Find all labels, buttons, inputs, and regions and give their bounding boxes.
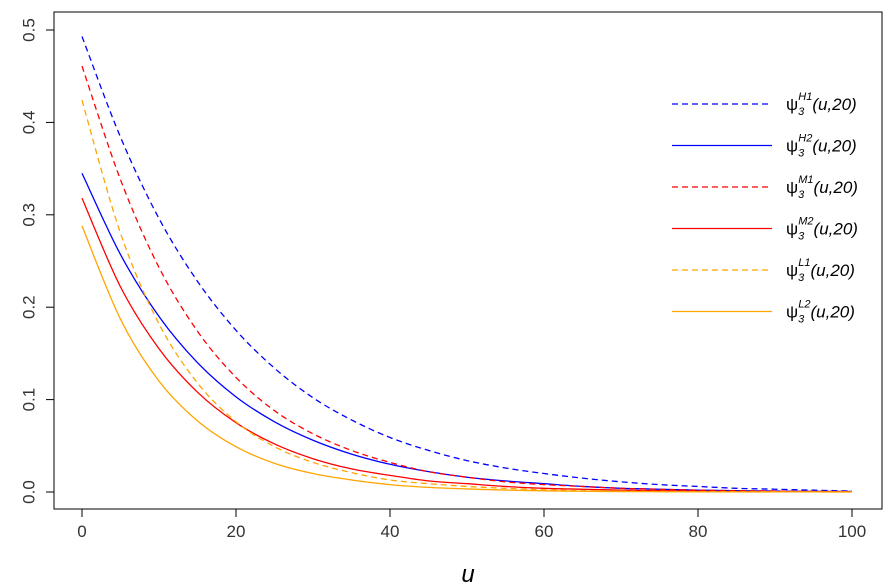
legend-argument: (u,20) — [814, 220, 858, 239]
legend-symbol: ψ — [786, 220, 798, 239]
legend-superscript: H2 — [798, 133, 812, 145]
legend-label: ψ3 L2(u,20) — [786, 299, 855, 326]
legend-label: ψ3 H2(u,20) — [786, 133, 857, 160]
x-tick-label: 80 — [689, 522, 708, 541]
legend-superscript: L2 — [798, 299, 810, 311]
legend-superscript: M2 — [798, 216, 813, 228]
y-axis: 0.0 0.1 0.2 0.3 0.4 0.5 — [19, 18, 54, 504]
legend-label: ψ3 M1(u,20) — [786, 174, 858, 201]
legend-subscript: 3 — [798, 272, 805, 284]
legend-subscript: 3 — [798, 314, 805, 326]
legend-argument: (u,20) — [812, 95, 856, 114]
legend-symbol: ψ — [786, 95, 798, 114]
y-tick-label: 0.5 — [19, 18, 38, 42]
legend-subscript: 3 — [798, 106, 805, 118]
legend-subscript: 3 — [798, 189, 805, 201]
plot-frame — [53, 11, 883, 510]
x-tick-label: 0 — [77, 522, 86, 541]
legend-argument: (u,20) — [811, 261, 855, 280]
x-axis: 0 20 40 60 80 100 — [77, 509, 866, 541]
series-line-2 — [81, 172, 853, 493]
series-line-5 — [81, 100, 853, 493]
legend-superscript: H1 — [798, 91, 812, 103]
legend-label: ψ3 H1(u,20) — [786, 91, 857, 118]
legend-symbol: ψ — [786, 303, 798, 322]
legend-item: ψ3 M2(u,20) — [672, 216, 858, 243]
y-tick-label: 0.0 — [19, 480, 38, 504]
series-line-3 — [81, 65, 853, 493]
legend-subscript: 3 — [798, 148, 805, 160]
x-axis-label: u — [461, 561, 474, 588]
series-line-4 — [81, 197, 853, 493]
x-tick-label: 20 — [227, 522, 246, 541]
legend-label: ψ3 M2(u,20) — [786, 216, 858, 243]
series-line-1 — [81, 36, 853, 492]
legend: ψ3H1(u,20)ψ3H2(u,20)ψ3M1(u,20)ψ3M2(u,20)… — [672, 91, 858, 326]
legend-label: ψ3 L1(u,20) — [786, 257, 855, 284]
y-tick-label: 0.4 — [19, 111, 38, 135]
legend-symbol: ψ — [786, 178, 798, 197]
legend-item: ψ3 M1(u,20) — [672, 174, 858, 201]
y-tick-label: 0.2 — [19, 295, 38, 319]
legend-item: ψ3 L1(u,20) — [672, 257, 855, 284]
legend-symbol: ψ — [786, 261, 798, 280]
legend-subscript: 3 — [798, 231, 805, 243]
legend-argument: (u,20) — [814, 178, 858, 197]
x-tick-label: 40 — [381, 522, 400, 541]
legend-superscript: M1 — [798, 174, 813, 186]
legend-argument: (u,20) — [812, 137, 856, 156]
legend-symbol: ψ — [786, 137, 798, 156]
series-group — [81, 36, 853, 493]
legend-argument: (u,20) — [811, 303, 855, 322]
legend-item: ψ3 H2(u,20) — [672, 133, 857, 160]
series-line-6 — [81, 225, 853, 493]
legend-item: ψ3 L2(u,20) — [672, 299, 855, 326]
legend-item: ψ3 H1(u,20) — [672, 91, 857, 118]
y-tick-label: 0.3 — [19, 203, 38, 227]
x-tick-label: 100 — [838, 522, 866, 541]
y-tick-label: 0.1 — [19, 388, 38, 412]
legend-superscript: L1 — [798, 257, 810, 269]
x-tick-label: 60 — [535, 522, 554, 541]
